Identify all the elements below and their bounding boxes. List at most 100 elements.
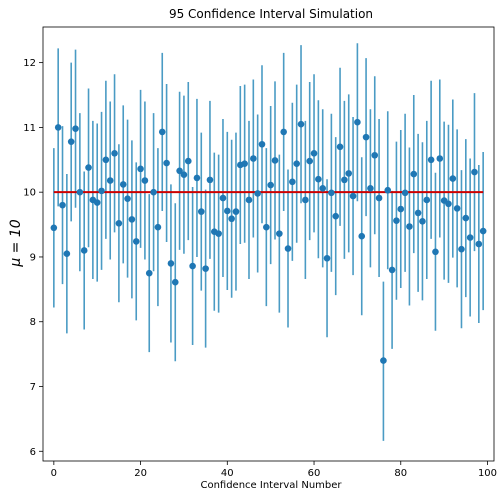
y-tick-label: 10 — [23, 188, 36, 199]
data-point — [306, 157, 313, 165]
data-point — [171, 278, 179, 286]
data-point — [328, 189, 335, 197]
data-point — [479, 227, 487, 235]
errorbar-group — [53, 43, 484, 441]
data-point — [224, 207, 231, 215]
data-point — [397, 205, 405, 213]
data-point — [111, 150, 118, 157]
y-tick-label: 9 — [30, 252, 36, 263]
data-point — [280, 128, 287, 136]
data-point — [193, 174, 201, 182]
data-point — [119, 181, 127, 188]
data-point — [323, 254, 331, 262]
data-point — [336, 143, 344, 151]
data-point — [427, 156, 435, 164]
data-point — [137, 165, 144, 173]
y-tick-label: 8 — [30, 317, 36, 328]
x-tick-label: 80 — [394, 468, 407, 479]
x-axis-ticks: 0 20 40 60 80 100 — [51, 461, 497, 479]
x-tick-label: 20 — [134, 468, 147, 479]
data-point — [380, 357, 387, 364]
data-point — [189, 262, 196, 270]
data-point — [102, 156, 110, 164]
data-point — [388, 266, 396, 274]
data-point — [250, 155, 257, 162]
data-point — [228, 215, 235, 223]
x-tick-label: 60 — [308, 468, 321, 479]
data-point — [302, 196, 309, 204]
data-point — [349, 192, 357, 200]
y-tick-label: 12 — [23, 58, 36, 69]
y-tick-label: 6 — [30, 447, 36, 458]
plot-frame — [42, 26, 495, 462]
data-point — [414, 209, 422, 217]
data-point — [445, 200, 452, 208]
data-point — [375, 194, 383, 202]
data-point — [367, 184, 374, 192]
data-point — [258, 140, 266, 148]
data-point — [59, 201, 66, 209]
data-point — [197, 208, 205, 215]
data-point — [267, 181, 274, 189]
x-axis-label: Confidence Interval Number — [200, 480, 342, 491]
data-point — [241, 160, 248, 167]
data-point — [150, 188, 157, 196]
data-point — [98, 187, 105, 195]
point-group — [50, 118, 487, 364]
data-point — [315, 175, 322, 183]
data-point — [63, 250, 71, 258]
data-point — [453, 205, 461, 212]
data-point — [423, 196, 431, 204]
data-point — [219, 194, 227, 202]
data-point — [128, 216, 136, 223]
data-point — [293, 160, 300, 167]
data-point — [163, 159, 170, 167]
x-tick-label: 0 — [51, 468, 57, 479]
x-tick-label: 40 — [221, 468, 234, 479]
data-point — [50, 224, 58, 232]
data-point — [176, 167, 183, 175]
data-point — [458, 245, 465, 253]
data-point — [85, 164, 92, 171]
data-point — [371, 151, 379, 159]
data-point — [271, 157, 279, 164]
data-point — [289, 178, 296, 186]
data-point — [284, 245, 292, 252]
data-point — [72, 125, 79, 132]
data-point — [449, 175, 457, 182]
data-point — [215, 230, 222, 237]
data-point — [297, 120, 305, 128]
data-point — [384, 186, 392, 194]
data-point — [132, 238, 140, 245]
data-point — [106, 177, 114, 184]
data-point — [158, 128, 166, 136]
data-point — [341, 176, 348, 184]
data-point — [67, 138, 75, 145]
data-point — [115, 219, 123, 227]
data-point — [362, 133, 370, 141]
data-point — [141, 177, 149, 184]
data-point — [76, 188, 84, 196]
data-point — [154, 223, 162, 231]
data-point — [276, 230, 283, 237]
data-point — [332, 212, 340, 220]
data-point — [410, 170, 418, 178]
chart-title: 95 Confidence Interval Simulation — [169, 7, 373, 21]
data-point — [354, 118, 361, 126]
data-point — [206, 176, 214, 184]
data-point — [245, 196, 253, 204]
data-point — [406, 223, 413, 230]
data-point — [432, 248, 439, 256]
data-point — [401, 189, 409, 197]
data-point — [184, 157, 192, 165]
data-point — [254, 190, 261, 197]
data-point — [80, 247, 88, 254]
data-point — [232, 208, 240, 215]
data-point — [393, 217, 400, 224]
x-tick-label: 100 — [478, 468, 497, 479]
data-point — [475, 240, 483, 248]
data-point — [180, 171, 188, 178]
data-point — [471, 168, 478, 176]
data-point — [167, 260, 175, 267]
